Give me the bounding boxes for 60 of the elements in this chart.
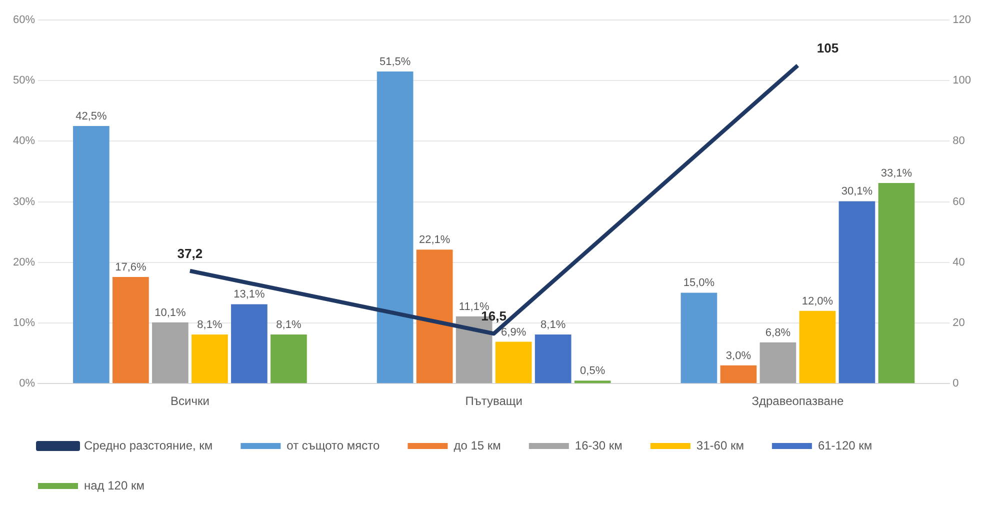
bar [416,250,453,384]
y-tick-label: 20% [12,256,36,268]
bar [574,380,611,384]
bar [495,342,532,384]
bar [838,201,876,384]
bar [534,334,572,384]
y2-tick-label: 0 [952,378,959,390]
data-label: 8,1% [276,319,302,332]
y-tick-label: 10% [12,317,36,330]
x-tick-label: Пътуващи [465,394,522,408]
data-label: 105 [816,40,839,56]
bar [112,276,149,384]
data-label: 13,1% [234,288,266,301]
bar [680,292,718,384]
legend-label: 61-120 км [818,438,872,452]
bar [760,342,796,384]
data-label: 3,0% [726,350,752,362]
y2-tick-label: 60 [952,196,965,208]
legend-label: 31-60 км [696,438,744,452]
data-label: 51,5% [379,56,411,68]
bar [799,310,836,384]
bar [152,322,188,384]
legend-label: до 15 км [454,438,501,452]
data-label: 12,0% [802,295,834,308]
data-label: 30,1% [841,186,873,198]
data-label: 42,5% [76,110,107,123]
data-label: 17,6% [115,261,147,274]
bar [270,334,307,384]
bar [192,334,228,384]
y-tick-label: 50% [12,74,36,87]
y2-tick-label: 80 [952,135,965,148]
y2-tick-label: 100 [952,74,972,87]
y2-tick-label: 20 [952,317,965,330]
data-label: 33,1% [880,168,912,180]
data-label: 37,2 [177,246,203,261]
data-label: 0,5% [580,365,606,378]
x-tick-label: Здравеопазване [752,394,844,408]
data-label: 22,1% [418,234,450,246]
legend-label: над 120 км [84,478,144,492]
bar [73,126,110,384]
data-label: 15,0% [683,277,715,290]
y-tick-label: 30% [12,196,36,208]
y2-tick-label: 40 [952,256,965,268]
bar [231,304,268,384]
data-label: 6,9% [501,326,526,338]
y-tick-label: 0% [19,378,36,390]
data-label: 8,1% [540,319,566,332]
data-label: 6,8% [765,326,791,339]
bar [878,183,915,384]
legend-label: Средно разстояние, км [84,438,213,452]
data-label: 10,1% [154,306,186,319]
x-tick-label: Всички [170,394,210,408]
data-label: 8,1% [197,319,222,332]
y-tick-label: 40% [12,135,36,148]
bar [720,365,757,384]
y2-tick-label: 120 [952,14,972,26]
bar [376,72,414,384]
legend-label: от същото място [286,438,380,452]
legend-label: 16-30 км [574,438,622,452]
y-tick-label: 60% [12,14,36,26]
